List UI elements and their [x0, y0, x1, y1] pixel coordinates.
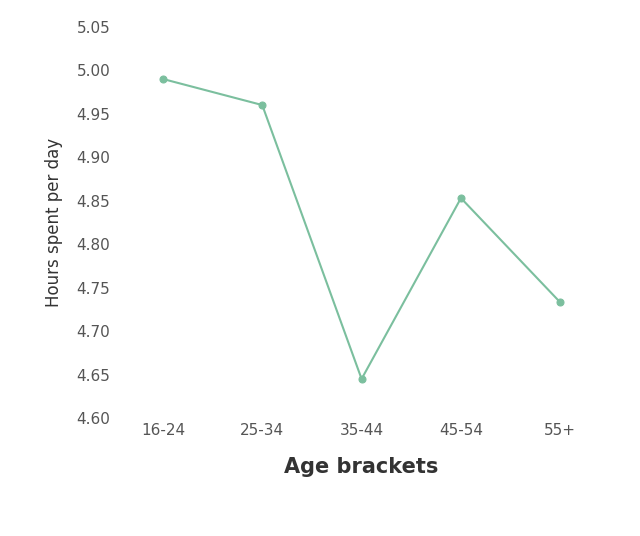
Y-axis label: Hours spent per day: Hours spent per day [45, 138, 63, 307]
X-axis label: Age brackets: Age brackets [284, 457, 439, 478]
